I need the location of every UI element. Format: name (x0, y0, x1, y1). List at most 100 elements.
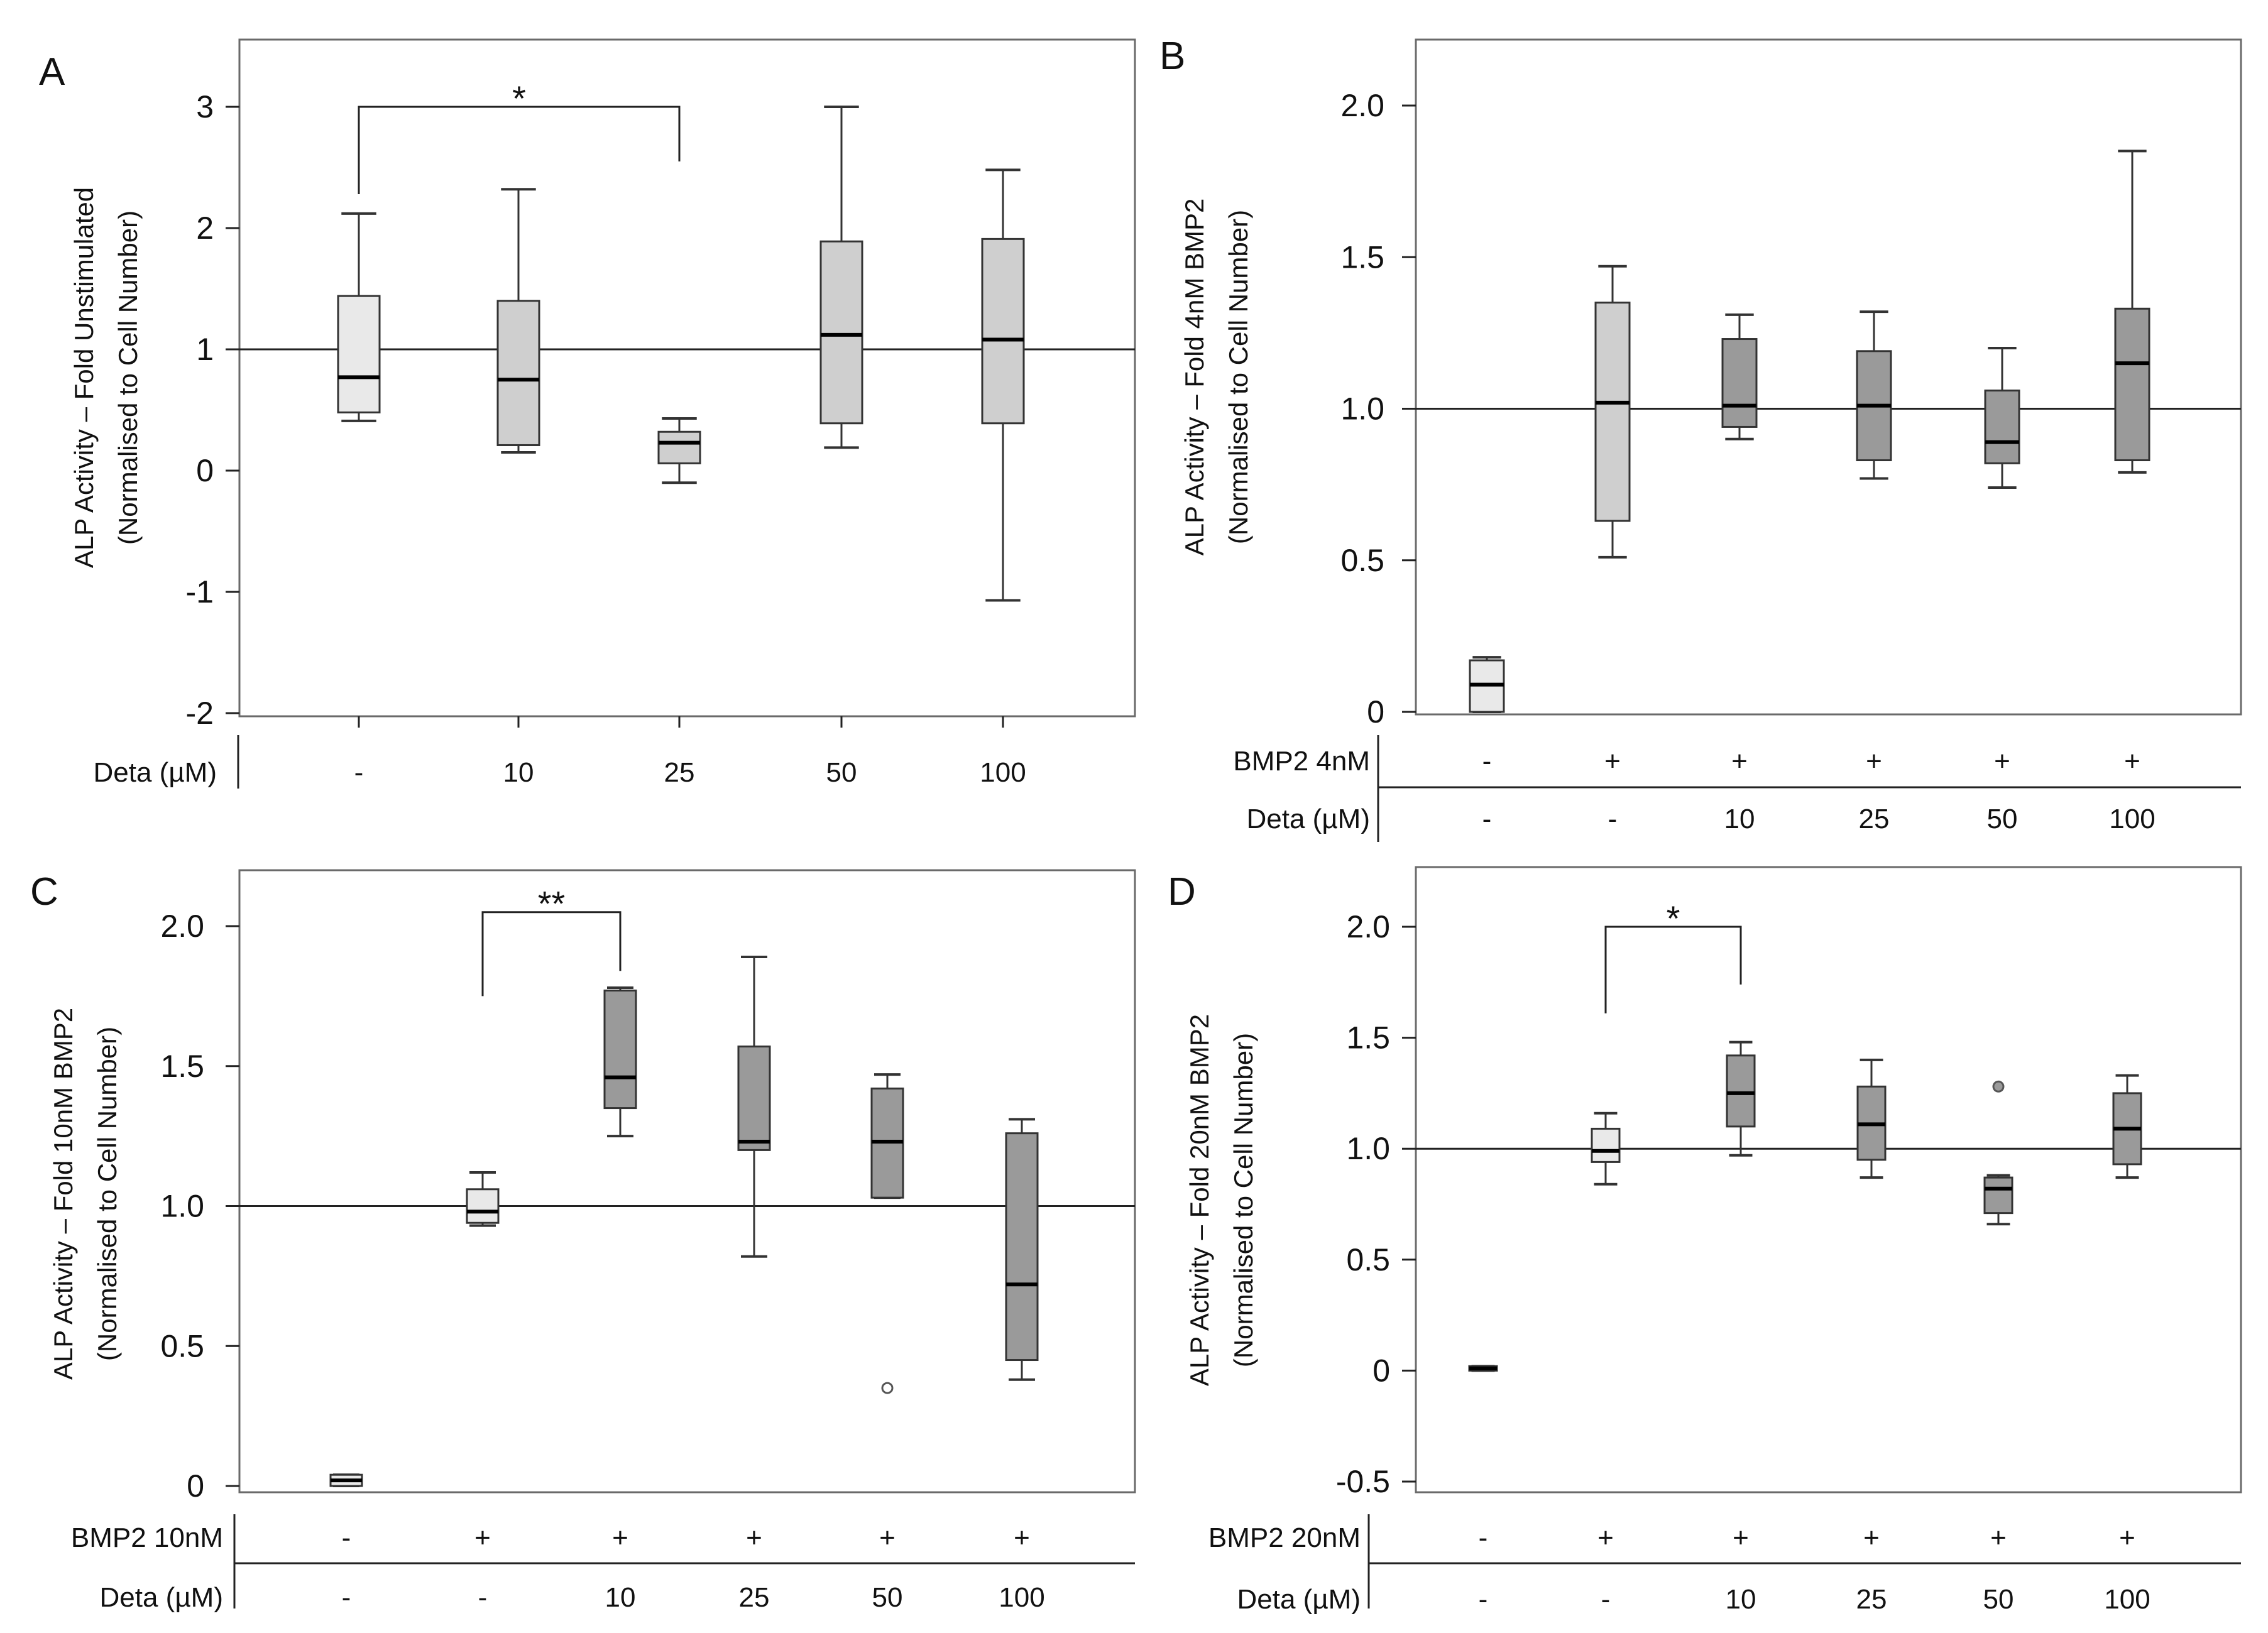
category-label: + (879, 1522, 896, 1553)
box-2 (466, 1171, 500, 1227)
box-2 (496, 188, 540, 454)
y-tick-label: 0 (196, 453, 214, 488)
box-3 (1726, 1040, 1756, 1157)
category-label: - (1479, 1584, 1488, 1615)
box-5 (981, 168, 1025, 602)
y-tick-label: 0.5 (160, 1328, 204, 1363)
plot-frame (1415, 38, 2242, 716)
y-tick-label: 1.0 (160, 1189, 204, 1224)
y-axis-label: ALP Activity – Fold 20nM BMP2 (Normalised… (1185, 1014, 1258, 1386)
row-label: BMP2 4nM (1233, 746, 1370, 777)
box-body (1721, 338, 1758, 428)
panel-d: D -0.5 0 0.5 1.0 1.5 2.0 ALP Activity – Fold 20… (1168, 866, 2242, 1615)
box-2 (1591, 1111, 1621, 1186)
y-axis-label-line2: (Normalised to Cell Number) (92, 1027, 122, 1361)
y-axis-label-line1: ALP Activity – Fold 4nM BMP2 (1180, 199, 1209, 556)
box-body (737, 1046, 771, 1151)
category-label: 100 (999, 1582, 1044, 1613)
outlier-point (881, 1382, 894, 1394)
y-axis-label-line2: (Normalised to Cell Number) (1229, 1033, 1258, 1367)
y-tick-label: 1.0 (1346, 1131, 1390, 1166)
y-tick-label: 1 (196, 332, 214, 367)
category-label: + (1863, 1522, 1880, 1553)
box-1 (337, 212, 381, 422)
y-tick-label: 0 (1367, 694, 1384, 729)
box-body (1005, 1132, 1039, 1362)
box-body (603, 989, 637, 1110)
y-tick-label: 2.0 (160, 909, 204, 944)
category-label: 100 (2109, 804, 2155, 834)
category-label: + (1597, 1522, 1614, 1553)
category-label: 25 (1859, 804, 1890, 834)
y-axis-label: ALP Activity – Fold 10nM BMP2 (Normalised… (48, 1008, 122, 1380)
row-label: Deta (µM) (1237, 1584, 1361, 1615)
box-2 (1594, 265, 1631, 559)
category-label: + (1994, 746, 2010, 777)
y-tick-label: 0 (187, 1468, 204, 1504)
category-label: 50 (826, 757, 857, 788)
outlier-point (1992, 1080, 2005, 1093)
panel-letter: A (39, 50, 65, 94)
y-tick-label: -1 (186, 574, 214, 609)
significance-label: * (1667, 898, 1680, 938)
y-tick-label: 0.5 (1340, 543, 1384, 578)
row-label: BMP2 20nM (1208, 1522, 1361, 1553)
panel-c: C 0 0.5 1.0 1.5 2.0 ALP Activity – Fold 10nM B… (30, 869, 1136, 1613)
significance-label: ** (538, 884, 566, 924)
category-label: + (2119, 1522, 2135, 1553)
box-5 (1983, 1080, 2013, 1226)
y-axis-label-line1: ALP Activity – Fold Unstimulated (69, 187, 99, 568)
category-label: + (612, 1522, 628, 1553)
category-label: + (474, 1522, 491, 1553)
category-label: + (1990, 1522, 2007, 1553)
box-body (981, 238, 1025, 425)
panel-letter: B (1159, 35, 1185, 78)
significance-bracket: * (1604, 898, 1742, 1013)
significance-bracket: ** (481, 884, 622, 997)
category-label: 50 (1983, 1584, 2014, 1615)
y-tick-label: 1.5 (1340, 239, 1384, 275)
y-tick-label: -2 (186, 696, 214, 731)
box-body (1984, 390, 2020, 464)
row-label: Deta (µM) (1247, 804, 1370, 834)
category-label: + (1866, 746, 1882, 777)
y-tick-label: -0.5 (1336, 1464, 1390, 1499)
y-axis-label-line1: ALP Activity – Fold 10nM BMP2 (48, 1008, 78, 1380)
category-label: 10 (503, 757, 534, 788)
category-label: 10 (1724, 804, 1755, 834)
category-label: - (1601, 1584, 1611, 1615)
category-label: 25 (664, 757, 695, 788)
box-body (2114, 307, 2150, 462)
category-label: - (342, 1522, 351, 1553)
y-axis-label-line1: ALP Activity – Fold 20nM BMP2 (1185, 1014, 1214, 1386)
box-body (496, 300, 540, 446)
plot-frame (238, 869, 1136, 1494)
category-label: + (1733, 1522, 1749, 1553)
panel-letter: D (1168, 870, 1196, 914)
category-label: - (478, 1582, 488, 1613)
plot-frame (238, 38, 1136, 718)
row-label: BMP2 10nM (71, 1522, 223, 1553)
y-axis-label-line2: (Normalised to Cell Number) (1224, 210, 1253, 544)
category-label: + (1604, 746, 1621, 777)
box-4 (819, 106, 863, 449)
category-label: 100 (2104, 1584, 2150, 1615)
box-body (1591, 1127, 1621, 1163)
box-1 (1468, 1365, 1498, 1372)
box-body (466, 1188, 500, 1224)
y-tick-label: 2.0 (1346, 909, 1390, 944)
category-label: 25 (739, 1582, 770, 1613)
box-body (819, 240, 863, 425)
significance-bracket: * (358, 79, 681, 194)
box-3 (1721, 313, 1758, 440)
plot-frame (1415, 866, 2242, 1494)
bracket-line (358, 106, 681, 194)
category-label: - (1482, 746, 1492, 777)
category-label: + (2124, 746, 2140, 777)
category-label: - (342, 1582, 351, 1613)
category-label: - (354, 757, 364, 788)
box-6 (2114, 150, 2150, 474)
category-label: 50 (872, 1582, 903, 1613)
category-label: 100 (980, 757, 1026, 788)
